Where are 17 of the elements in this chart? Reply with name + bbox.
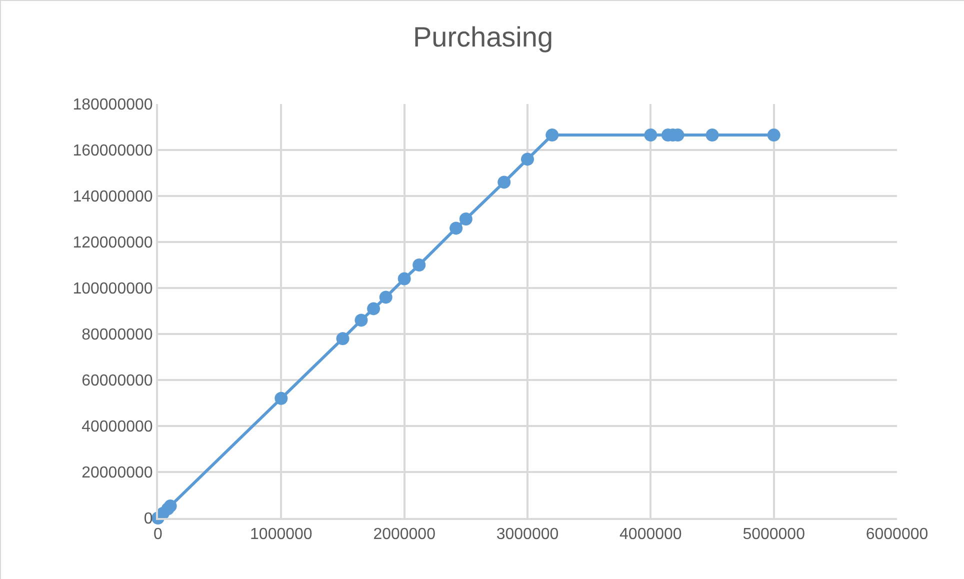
- chart-title: Purchasing: [412, 22, 554, 53]
- x-tick-label: 5000000: [742, 526, 806, 544]
- y-tick-label: 60000000: [82, 372, 153, 390]
- y-tick-label: 80000000: [82, 326, 153, 344]
- x-tick-label: 2000000: [373, 526, 436, 544]
- x-tick-label: 6000000: [866, 526, 928, 544]
- y-tick-label: 140000000: [72, 188, 153, 206]
- y-tick-label: 20000000: [82, 464, 153, 482]
- y-tick-label: 100000000: [72, 280, 153, 298]
- y-tick-label: 120000000: [72, 234, 153, 252]
- y-tick-label: 0: [144, 510, 153, 528]
- x-tick-label: 3000000: [496, 526, 559, 544]
- y-tick-label: 40000000: [82, 418, 153, 436]
- y-tick-label: 180000000: [72, 96, 153, 114]
- y-tick-label: 160000000: [72, 142, 153, 160]
- x-tick-label: 1000000: [250, 526, 312, 544]
- x-tick-label: 4000000: [620, 526, 682, 544]
